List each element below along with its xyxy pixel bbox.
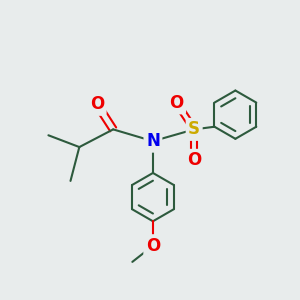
Text: S: S [188, 120, 200, 138]
Text: O: O [146, 237, 160, 255]
Text: O: O [90, 95, 104, 113]
Text: O: O [187, 151, 201, 169]
Text: O: O [169, 94, 184, 112]
Text: N: N [146, 132, 160, 150]
